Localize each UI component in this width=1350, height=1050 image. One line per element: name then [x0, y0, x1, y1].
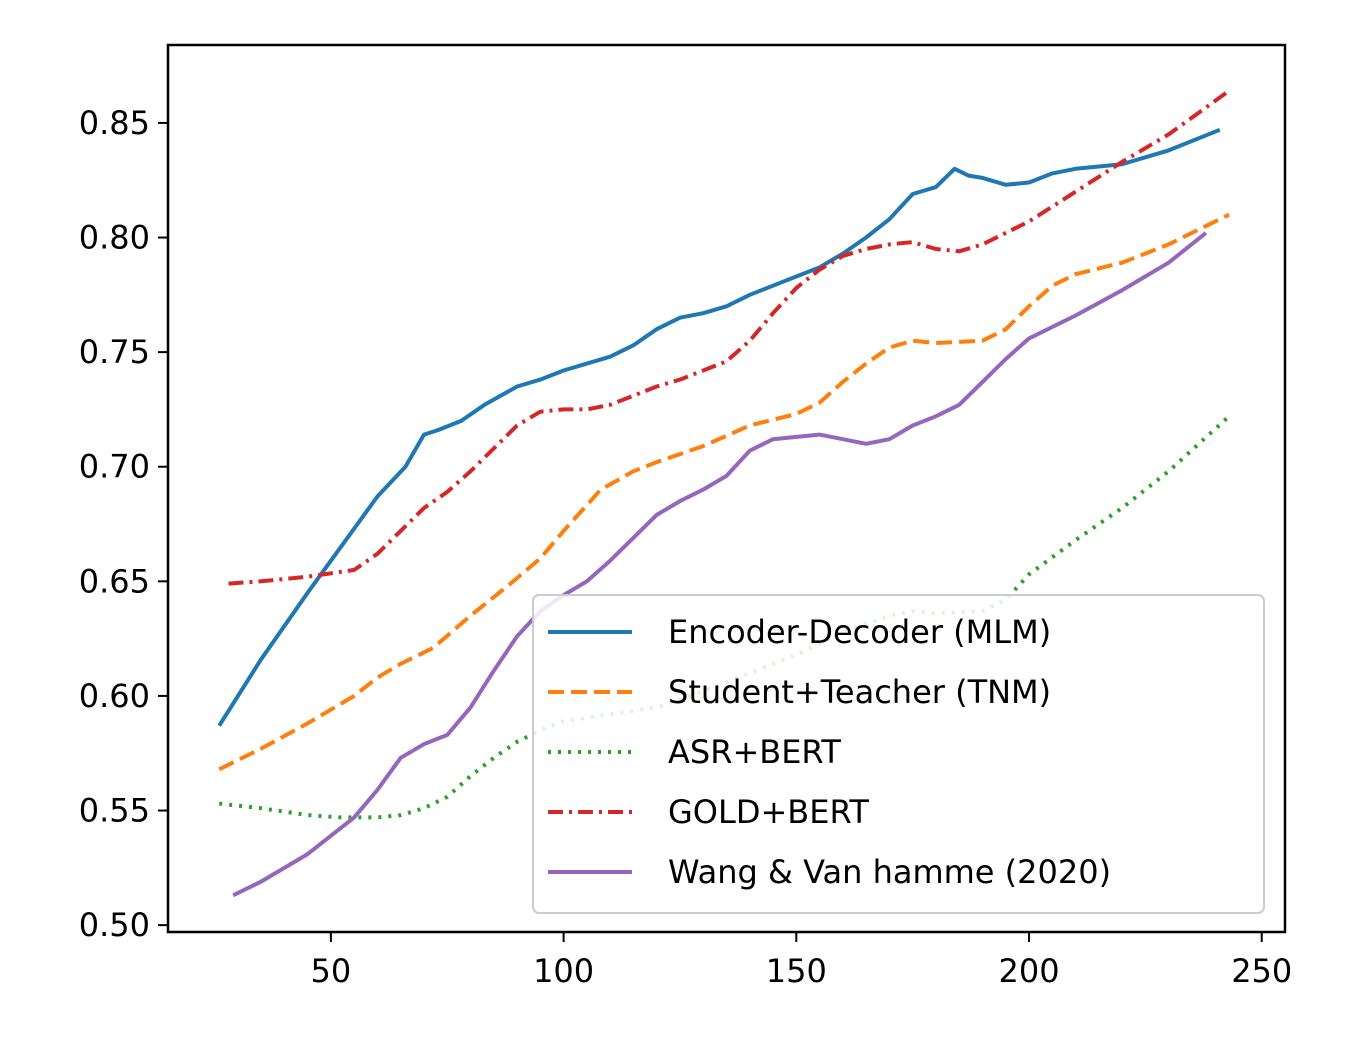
- y-tick-label: 0.60: [79, 677, 150, 715]
- plot-frame: [166, 43, 1287, 934]
- x-tick-label: 250: [1231, 952, 1292, 990]
- series-line-3: [228, 89, 1231, 586]
- legend-label-1: Student+Teacher (TNM): [668, 673, 1051, 711]
- series-line-4: [232, 231, 1208, 898]
- y-tick-label: 0.65: [79, 562, 150, 600]
- x-tick-label: 50: [311, 952, 352, 990]
- legend-label-4: Wang & Van hamme (2020): [668, 853, 1111, 891]
- x-tick-label: 200: [998, 952, 1059, 990]
- legend-label-2: ASR+BERT: [668, 733, 841, 771]
- series-layer: [217, 89, 1231, 898]
- y-tick-label: 0.55: [79, 792, 150, 830]
- series-line-0: [217, 127, 1221, 727]
- y-tick-label: 0.70: [79, 448, 150, 486]
- legend-label-0: Encoder-Decoder (MLM): [668, 613, 1051, 651]
- axes-layer: 50 100 150 200 250 0.50 0.55 0.60 0.65 0.70 0.75 0.…: [79, 104, 1293, 990]
- legend: Encoder-Decoder (MLM) Student+Teacher (TN…: [532, 594, 1265, 914]
- x-tick-label: 100: [533, 952, 594, 990]
- y-tick-label: 0.85: [79, 104, 150, 142]
- legend-label-3: GOLD+BERT: [668, 793, 869, 831]
- legend-box: [532, 594, 1265, 914]
- series-line-1: [218, 212, 1230, 772]
- y-tick-label: 0.80: [79, 219, 150, 257]
- x-tick-label: 150: [766, 952, 827, 990]
- y-tick-label: 0.50: [79, 906, 150, 944]
- y-tick-label: 0.75: [79, 333, 150, 371]
